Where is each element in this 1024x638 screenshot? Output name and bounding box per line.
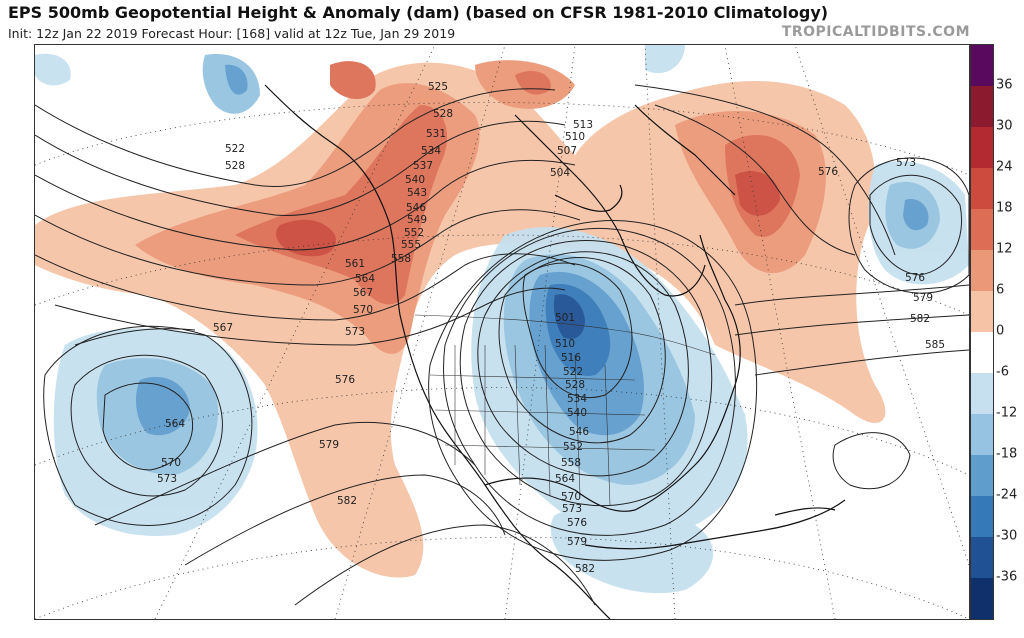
colorbar-tick-label: 18: [996, 200, 1013, 216]
colorbar-swatch: [971, 86, 993, 127]
svg-text:585: 585: [925, 339, 945, 351]
svg-text:510: 510: [555, 338, 575, 350]
colorbar-tick-label: 36: [996, 77, 1013, 93]
colorbar-swatch: [971, 332, 993, 373]
svg-text:576: 576: [818, 166, 838, 178]
svg-text:525: 525: [428, 81, 448, 93]
svg-text:543: 543: [407, 187, 427, 199]
svg-text:573: 573: [896, 157, 916, 169]
colorbar-swatch: [971, 127, 993, 168]
svg-text:510: 510: [565, 131, 585, 143]
svg-text:573: 573: [345, 326, 365, 338]
colorbar-swatch: [971, 291, 993, 332]
colorbar-tick-label: -24: [996, 487, 1018, 503]
anomaly-colorbar: [970, 44, 994, 620]
colorbar-swatch: [971, 414, 993, 455]
svg-text:507: 507: [557, 145, 577, 157]
colorbar-swatch: [971, 537, 993, 578]
svg-text:558: 558: [391, 253, 411, 265]
svg-text:573: 573: [157, 473, 177, 485]
forecast-info: Init: 12z Jan 22 2019 Forecast Hour: [16…: [8, 26, 456, 41]
svg-text:579: 579: [913, 292, 933, 304]
svg-text:576: 576: [335, 374, 355, 386]
svg-text:558: 558: [561, 457, 581, 469]
height-contours: [35, 84, 969, 606]
colorbar-tick-label: -6: [996, 364, 1009, 380]
colorbar-swatch: [971, 578, 993, 619]
svg-text:522: 522: [563, 366, 583, 378]
svg-text:564: 564: [165, 418, 185, 430]
svg-text:528: 528: [225, 160, 245, 172]
svg-text:576: 576: [905, 272, 925, 284]
svg-text:522: 522: [225, 143, 245, 155]
colorbar-tick-label: 6: [996, 282, 1005, 298]
colorbar-tick-label: -18: [996, 446, 1018, 462]
map-canvas: 522 528 525 528 531 534 537 540 543 546 …: [35, 45, 969, 619]
svg-text:516: 516: [561, 352, 581, 364]
positive-anomaly-shading: [35, 60, 886, 578]
svg-text:540: 540: [405, 174, 425, 186]
svg-text:534: 534: [421, 145, 441, 157]
svg-text:576: 576: [567, 517, 587, 529]
svg-text:552: 552: [563, 441, 583, 453]
political-borders: [414, 314, 716, 506]
svg-text:534: 534: [567, 393, 587, 405]
svg-text:582: 582: [910, 313, 930, 325]
svg-text:528: 528: [565, 379, 585, 391]
svg-text:579: 579: [567, 536, 587, 548]
page-title: EPS 500mb Geopotential Height & Anomaly …: [8, 3, 829, 22]
svg-text:537: 537: [413, 160, 433, 172]
svg-text:582: 582: [337, 495, 357, 507]
colorbar-swatch: [971, 455, 993, 496]
svg-text:564: 564: [555, 473, 575, 485]
svg-text:528: 528: [433, 108, 453, 120]
svg-text:579: 579: [319, 439, 339, 451]
svg-text:570: 570: [353, 304, 373, 316]
svg-text:582: 582: [575, 563, 595, 575]
svg-text:549: 549: [407, 214, 427, 226]
svg-text:552: 552: [404, 227, 424, 239]
svg-text:501: 501: [555, 312, 575, 324]
svg-text:561: 561: [345, 258, 365, 270]
svg-text:573: 573: [562, 503, 582, 515]
svg-text:567: 567: [353, 287, 373, 299]
colorbar-tick-label: 24: [996, 159, 1013, 175]
graticule: [35, 45, 969, 619]
svg-text:504: 504: [550, 167, 570, 179]
svg-text:567: 567: [213, 322, 233, 334]
contour-labels: 522 528 525 528 531 534 537 540 543 546 …: [157, 81, 945, 575]
colorbar-swatch: [971, 373, 993, 414]
colorbar-tick-label: 0: [996, 323, 1005, 339]
colorbar-tick-label: -30: [996, 528, 1018, 544]
svg-text:570: 570: [161, 457, 181, 469]
svg-text:546: 546: [406, 202, 426, 214]
colorbar-tick-label: 12: [996, 241, 1013, 257]
colorbar-swatch: [971, 168, 993, 209]
svg-text:570: 570: [561, 491, 581, 503]
colorbar-swatch: [971, 250, 993, 291]
svg-text:513: 513: [573, 119, 593, 131]
svg-text:564: 564: [355, 273, 375, 285]
colorbar-tick-label: 30: [996, 118, 1013, 134]
colorbar-swatch: [971, 496, 993, 537]
site-brand: TROPICALTIDBITS.COM: [781, 24, 970, 40]
colorbar-ticks: 36 30 24 18 12 6 0 -6 -12 -18 -24 -30 -36: [994, 44, 1024, 618]
svg-text:546: 546: [569, 426, 589, 438]
svg-text:555: 555: [401, 239, 421, 251]
colorbar-swatch: [971, 45, 993, 86]
coastlines: [264, 84, 846, 619]
svg-text:531: 531: [426, 128, 446, 140]
colorbar-swatch: [971, 209, 993, 250]
colorbar-tick-label: -36: [996, 569, 1018, 585]
map-panel: 522 528 525 528 531 534 537 540 543 546 …: [34, 44, 970, 620]
svg-text:540: 540: [567, 407, 587, 419]
colorbar-tick-label: -12: [996, 405, 1018, 421]
